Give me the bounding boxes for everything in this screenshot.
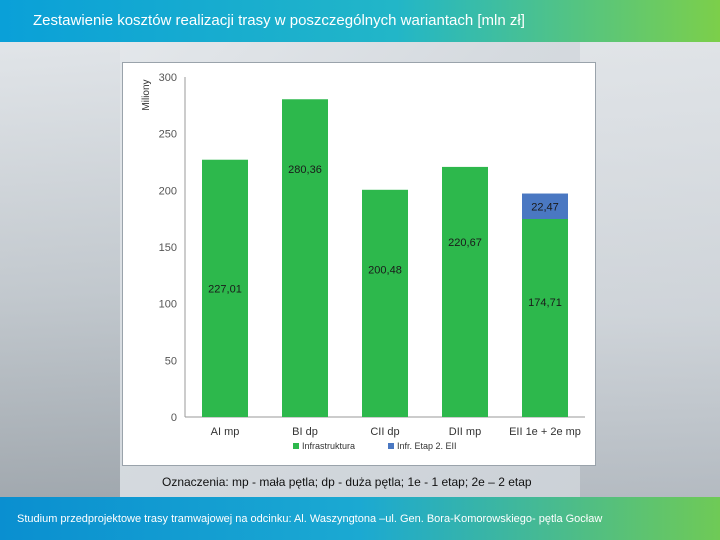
data-label: 200,48 [368, 264, 402, 276]
y-axis-label: Miliony [141, 79, 152, 110]
y-tick-label: 100 [159, 299, 177, 311]
bar-infrastruktura-0 [202, 159, 248, 418]
y-tick-label: 150 [159, 242, 177, 254]
chart-panel: 0 50 100 150 200 250 300 Miliony AI mp BI dp CII d… [122, 62, 596, 466]
title-bar: Zestawienie kosztów realizacji trasy w p… [0, 0, 720, 42]
legend: Infrastruktura Infr. Etap 2. EII [293, 441, 457, 451]
data-label: 220,67 [448, 237, 482, 249]
y-tick-label: 50 [165, 355, 177, 367]
x-tick-label: DII mp [449, 426, 481, 438]
bars-layer [202, 99, 568, 418]
y-tick-label: 300 [159, 72, 177, 84]
data-label: 174,71 [528, 297, 562, 309]
bar-infrastruktura-2 [362, 189, 408, 417]
y-tick-label: 200 [159, 185, 177, 197]
legend-swatch [388, 443, 394, 449]
legend-swatch [293, 443, 299, 449]
bar-infrastruktura-3 [442, 166, 488, 417]
x-tick-label: AI mp [211, 426, 240, 438]
y-tick-label: 0 [171, 412, 177, 424]
x-tick-label: EII 1e + 2e mp [509, 426, 581, 438]
bar-infrastruktura-1 [282, 99, 328, 417]
background-photo-left [0, 40, 120, 500]
axes-layer: 0 50 100 150 200 250 300 Miliony AI mp BI dp CII d… [141, 72, 585, 438]
footer-text: Studium przedprojektowe trasy tramwajowe… [17, 513, 603, 525]
background-photo-right [580, 40, 720, 500]
bar-etap2-4 [522, 193, 568, 219]
footer-bar: Studium przedprojektowe trasy tramwajowe… [0, 497, 720, 540]
legend-entry: Infrastruktura [302, 441, 355, 451]
data-label: 280,36 [288, 164, 322, 176]
data-label: 22,47 [531, 201, 559, 213]
legend-entry: Infr. Etap 2. EII [397, 441, 457, 451]
x-tick-label: BI dp [292, 426, 318, 438]
labels-layer: 227,01 280,36 200,48 220,67 174,71 22,47 [208, 164, 562, 309]
legend-notes: Oznaczenia: mp - mała pętla; dp - duża p… [162, 475, 532, 489]
data-label: 227,01 [208, 283, 242, 295]
bar-chart: 0 50 100 150 200 250 300 Miliony AI mp BI dp CII d… [141, 72, 585, 451]
y-tick-label: 250 [159, 129, 177, 141]
x-tick-label: CII dp [370, 426, 399, 438]
page-title: Zestawienie kosztów realizacji trasy w p… [33, 12, 525, 29]
bar-infrastruktura-4 [522, 218, 568, 417]
